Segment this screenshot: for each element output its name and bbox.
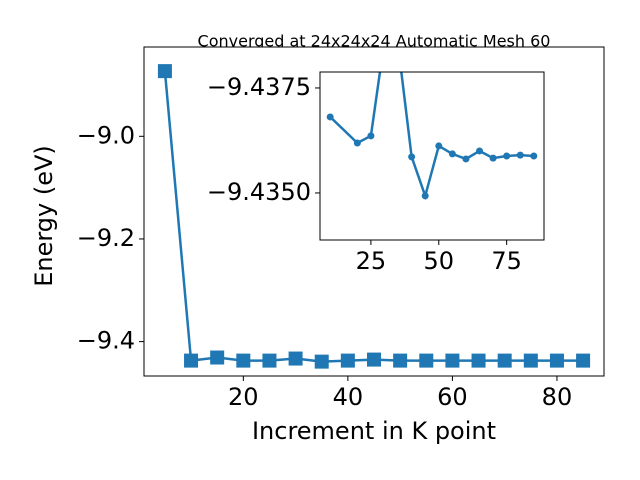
data-marker (421, 192, 429, 200)
data-marker (288, 351, 303, 366)
data-marker (576, 353, 591, 368)
data-marker (314, 354, 329, 369)
data-marker (419, 353, 434, 368)
x-tick-label: 40 (333, 383, 364, 411)
data-marker (408, 153, 416, 161)
data-marker (471, 353, 486, 368)
x-tick-label: 75 (491, 247, 522, 275)
data-marker (435, 142, 443, 150)
data-marker (353, 139, 361, 147)
axes-frame (319, 71, 545, 241)
chart-title: Converged at 24x24x24 Automatic Mesh 60 (198, 32, 551, 51)
data-marker (503, 152, 511, 160)
data-marker (516, 151, 524, 159)
x-tick-label: 50 (424, 247, 455, 275)
data-marker (367, 132, 375, 140)
data-marker (184, 353, 199, 368)
axes-frame (143, 46, 605, 377)
data-marker (549, 353, 564, 368)
data-marker (523, 353, 538, 368)
data-marker (326, 113, 334, 121)
y-tick-label: −9.2 (77, 224, 135, 252)
y-tick-label: −9.4 (77, 327, 135, 355)
data-marker (476, 147, 484, 155)
x-tick-label: 60 (437, 383, 468, 411)
data-marker (497, 353, 512, 368)
y-tick-label: −9.0 (77, 121, 135, 149)
data-marker (445, 353, 460, 368)
y-tick-label: −9.4350 (207, 178, 311, 206)
data-marker (340, 353, 355, 368)
x-axis-label: Increment in K point (252, 417, 496, 445)
data-marker (210, 350, 225, 365)
data-marker (367, 352, 381, 367)
data-marker (530, 152, 538, 160)
x-tick-label: 20 (228, 383, 259, 411)
data-marker (262, 353, 277, 368)
x-tick-label: 25 (356, 247, 387, 275)
y-tick-label: −9.4375 (207, 73, 311, 101)
data-marker (489, 154, 497, 162)
x-tick-label: 80 (542, 383, 573, 411)
data-marker (157, 64, 172, 79)
data-marker (236, 353, 251, 368)
y-axis-label: Energy (eV) (30, 145, 58, 287)
data-marker (393, 353, 408, 368)
data-marker (448, 150, 456, 158)
data-marker (462, 155, 470, 163)
